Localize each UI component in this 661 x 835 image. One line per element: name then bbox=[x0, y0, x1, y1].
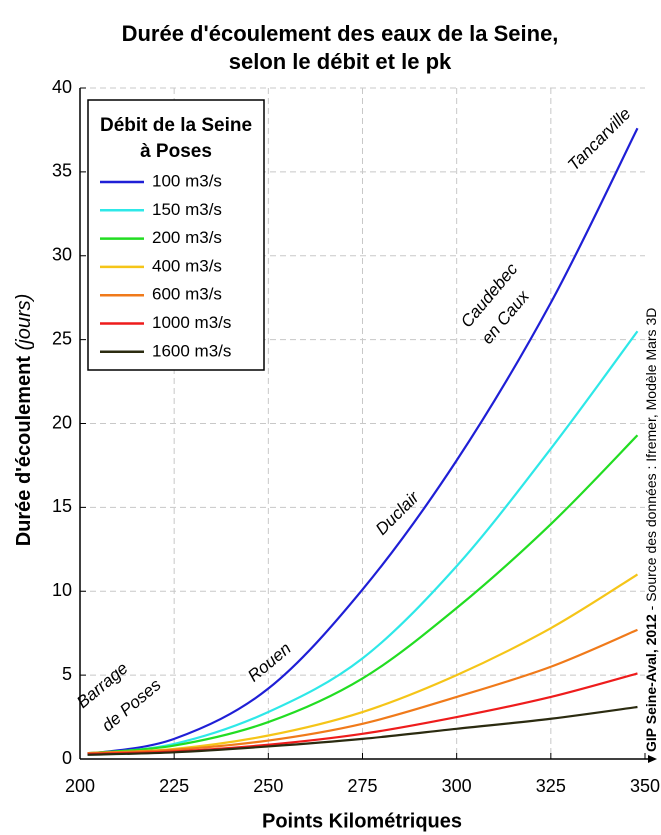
x-tick-label: 325 bbox=[536, 776, 566, 796]
source-note: GIP Seine-Aval, 2012 - Source des donnée… bbox=[643, 308, 659, 752]
x-axis-arrow bbox=[648, 755, 657, 763]
y-tick-label: 10 bbox=[52, 580, 72, 600]
legend-label: 200 m3/s bbox=[152, 228, 222, 247]
legend-label: 1000 m3/s bbox=[152, 313, 231, 332]
x-axis-label: Points Kilométriques bbox=[262, 810, 462, 832]
y-tick-label: 40 bbox=[52, 77, 72, 97]
y-axis-label-unit: (jours) bbox=[13, 294, 35, 351]
y-tick-label: 25 bbox=[52, 328, 72, 348]
series-line bbox=[87, 127, 639, 756]
y-tick-label: 0 bbox=[62, 748, 72, 768]
x-tick-label: 275 bbox=[347, 776, 377, 796]
legend-label: 150 m3/s bbox=[152, 200, 222, 219]
chart-title: Durée d'écoulement des eaux de la Seine, bbox=[122, 21, 559, 46]
series-line bbox=[87, 434, 639, 755]
legend-title: Débit de la Seine bbox=[100, 115, 252, 136]
legend-box bbox=[87, 99, 265, 371]
y-tick-label: 30 bbox=[52, 245, 72, 265]
y-tick-label: 20 bbox=[52, 412, 72, 432]
source-detail: - Source des données : Ifremer, Modèle M… bbox=[643, 308, 659, 615]
annotation: Rouen bbox=[244, 639, 295, 686]
x-tick-label: 200 bbox=[65, 776, 95, 796]
source-org: GIP Seine-Aval, 2012 bbox=[643, 614, 659, 752]
x-tick-label: 350 bbox=[630, 776, 660, 796]
y-axis-label-main: Durée d'écoulement bbox=[13, 350, 35, 546]
x-tick-label: 225 bbox=[159, 776, 189, 796]
x-tick-label: 250 bbox=[253, 776, 283, 796]
series-line bbox=[87, 628, 638, 755]
y-tick-label: 5 bbox=[62, 664, 72, 684]
y-tick-label: 15 bbox=[52, 496, 72, 516]
annotation: Duclair bbox=[372, 487, 424, 539]
annotation: Tancarville bbox=[564, 104, 634, 174]
legend-label: 100 m3/s bbox=[152, 171, 222, 190]
legend-label: 600 m3/s bbox=[152, 285, 222, 304]
legend-label: 400 m3/s bbox=[152, 256, 222, 275]
series-line bbox=[87, 705, 638, 756]
series-line bbox=[87, 330, 639, 756]
legend-title: à Poses bbox=[140, 141, 212, 162]
chart-title: selon le débit et le pk bbox=[229, 49, 452, 74]
y-axis-label: Durée d'écoulement (jours) bbox=[13, 294, 35, 547]
y-tick-label: 35 bbox=[52, 161, 72, 181]
legend-label: 1600 m3/s bbox=[152, 341, 231, 360]
x-tick-label: 300 bbox=[442, 776, 472, 796]
